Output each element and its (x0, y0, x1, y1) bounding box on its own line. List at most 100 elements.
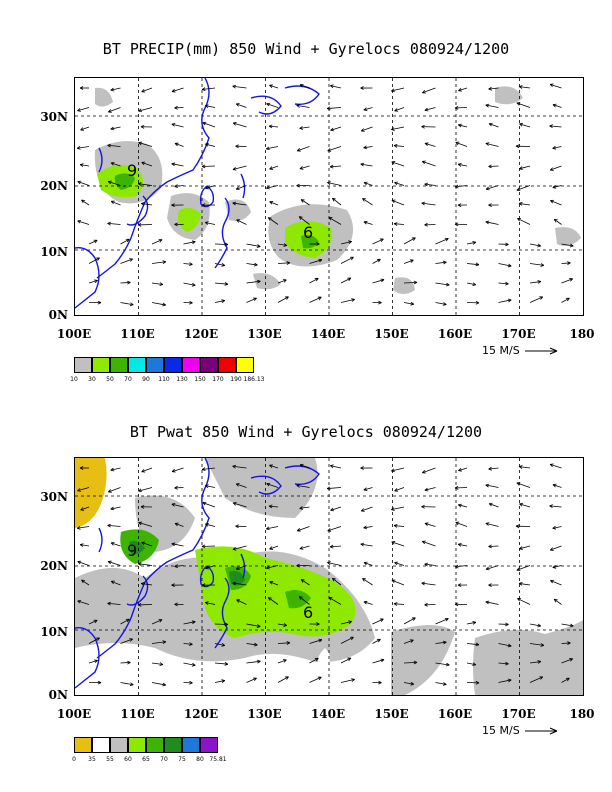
wind-vector-arrow (235, 103, 247, 108)
wind-vector-arrow (120, 660, 131, 665)
wind-vector-arrow (232, 464, 247, 469)
storm-marker-label: 9 (127, 541, 137, 560)
wind-vector-arrow (488, 466, 499, 471)
panel-2-lat-10n: 10N (40, 625, 68, 639)
panel-2-lat-30n: 30N (40, 490, 68, 504)
panel-2-lat-0n: 0N (48, 688, 68, 702)
wind-vector-arrow (498, 263, 512, 268)
wind-vector-arrow (138, 487, 153, 493)
wind-vector-arrow (151, 282, 164, 286)
wind-vector-arrow (421, 504, 436, 509)
wind-vector-arrow (277, 676, 289, 683)
wind-vector-arrow (561, 677, 570, 683)
legend-swatch (92, 357, 110, 373)
wind-vector-arrow (88, 619, 98, 625)
wind-vector-arrow (340, 620, 352, 625)
reference-arrow-icon (525, 727, 558, 735)
wind-vector-arrow (108, 107, 121, 113)
wind-vector-arrow (296, 563, 310, 568)
panel-2-lat-20n: 20N (40, 559, 68, 573)
wind-vector-arrow (183, 282, 196, 287)
wind-vector-arrow (183, 262, 193, 266)
wind-vector-arrow (309, 242, 320, 246)
wind-vector-arrow (269, 84, 279, 89)
wind-vector-arrow (214, 242, 229, 247)
wind-vector-arrow (372, 258, 381, 264)
wind-vector-arrow (488, 583, 499, 587)
precip-shaded-region (318, 648, 330, 668)
wind-vector-arrow (327, 526, 342, 532)
wind-vector-arrow (246, 297, 257, 303)
wind-vector-arrow (299, 463, 310, 469)
wind-vector-arrow (120, 280, 131, 285)
wind-vector-arrow (327, 146, 342, 152)
wind-vector-arrow (435, 662, 450, 667)
wind-vector-arrow (372, 278, 385, 284)
wind-vector-arrow (232, 84, 247, 89)
wind-vector-arrow (518, 465, 531, 469)
legend-label: 190 (230, 376, 242, 383)
wind-vector-arrow (235, 524, 247, 529)
wind-vector-arrow (561, 641, 571, 645)
wind-vector-arrow (171, 583, 184, 588)
wind-vector-arrow (151, 302, 167, 307)
wind-vector-arrow (550, 199, 562, 206)
wind-vector-arrow (141, 467, 153, 473)
wind-vector-arrow (246, 659, 261, 664)
wind-vector-arrow (174, 485, 184, 490)
wind-vector-arrow (457, 543, 468, 547)
wind-vector-arrow (77, 219, 90, 225)
wind-vector-arrow (326, 486, 342, 491)
wind-vector-arrow (266, 146, 279, 151)
wind-vector-arrow (107, 180, 121, 186)
panel-1-lat-0n: 0N (48, 308, 68, 322)
wind-vector-arrow (435, 617, 449, 625)
wind-vector-arrow (391, 87, 405, 93)
coastline (75, 627, 100, 689)
longitude-label: 110E (120, 707, 155, 721)
wind-vector-arrow (454, 486, 468, 490)
wind-vector-arrow (561, 623, 574, 628)
wind-vector-arrow (204, 221, 216, 225)
legend-swatch (218, 357, 236, 373)
wind-vector-arrow (403, 639, 414, 644)
wind-vector-arrow (391, 579, 405, 586)
legend-label: 170 (212, 376, 224, 383)
wind-vector-arrow (529, 243, 542, 248)
wind-vector-arrow (246, 262, 258, 267)
wind-vector-arrow (363, 487, 373, 491)
wind-vector-arrow (277, 659, 287, 664)
legend-swatch (164, 357, 182, 373)
wind-vector-arrow (393, 143, 405, 148)
wind-vector-arrow (268, 504, 279, 509)
wind-vector-arrow (79, 466, 89, 470)
wind-vector-arrow (269, 464, 279, 469)
wind-vector-arrow (421, 160, 436, 167)
longitude-label: 160E (437, 707, 473, 721)
wind-vector-arrow (340, 657, 352, 664)
wind-vector-arrow (552, 565, 562, 569)
wind-vector-arrow (110, 162, 121, 167)
wind-vector-arrow (393, 523, 405, 528)
wind-vector-arrow (330, 126, 342, 132)
wind-vector-arrow (138, 141, 153, 147)
wind-vector-arrow (393, 602, 405, 606)
legend-swatch (146, 357, 164, 373)
wind-vector-arrow (296, 484, 310, 488)
legend-swatch (110, 737, 128, 753)
panel-1-reference-vector-label: 15 M/S (482, 344, 520, 357)
wind-vector-arrow (498, 643, 512, 648)
wind-vector-arrow (330, 464, 342, 469)
wind-vector-arrow (205, 142, 216, 147)
longitude-label: 180 (569, 327, 595, 341)
wind-vector-arrow (549, 463, 562, 469)
wind-vector-arrow (454, 222, 468, 227)
wind-vector-arrow (151, 239, 163, 245)
wind-vector-arrow (79, 543, 90, 547)
wind-vector-arrow (174, 522, 184, 527)
coastline (214, 197, 230, 269)
wind-vector-arrow (201, 467, 216, 472)
longitude-label: 120E (183, 327, 219, 341)
wind-vector-arrow (327, 561, 342, 566)
wind-vector-arrow (552, 525, 562, 530)
